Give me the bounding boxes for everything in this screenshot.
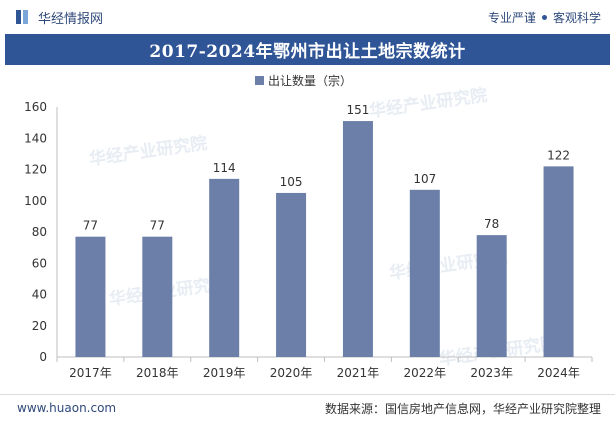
x-tick-label: 2021年 xyxy=(337,366,380,380)
data-label: 114 xyxy=(213,161,236,175)
data-label: 77 xyxy=(150,219,165,233)
bar-chart: 华经产业研究院华经产业研究院华经产业研究院华经产业研究院华经产业研究院出让数量（… xyxy=(24,73,593,380)
y-tick-label: 120 xyxy=(24,163,47,177)
tagline: 专业严谨 客观科学 xyxy=(488,9,601,26)
bar xyxy=(276,192,307,357)
y-tick-label: 100 xyxy=(24,194,47,208)
bullet-dot-icon xyxy=(541,14,547,20)
title-bar: 2017-2024年鄂州市出让土地宗数统计 xyxy=(5,34,610,65)
chart-title: 2017-2024年鄂州市出让土地宗数统计 xyxy=(149,42,466,62)
y-tick-label: 80 xyxy=(32,225,47,239)
brand-logo-icon xyxy=(16,10,30,24)
bar xyxy=(75,236,106,357)
bar xyxy=(209,178,240,357)
data-label: 122 xyxy=(547,148,570,162)
y-tick-label: 0 xyxy=(39,350,47,364)
x-tick-label: 2018年 xyxy=(136,366,179,380)
x-tick-label: 2017年 xyxy=(69,366,112,380)
brand: 华经情报网 xyxy=(16,8,103,27)
data-label: 107 xyxy=(413,172,436,186)
y-tick-label: 20 xyxy=(32,319,47,333)
data-label: 105 xyxy=(280,175,303,189)
y-tick-label: 160 xyxy=(24,100,47,114)
y-tick-label: 140 xyxy=(24,131,47,145)
data-label: 151 xyxy=(346,103,369,117)
bar xyxy=(543,166,574,357)
watermark-text: 华经产业研究院 xyxy=(88,133,209,170)
x-tick-label: 2022年 xyxy=(404,366,447,380)
data-label: 77 xyxy=(83,219,98,233)
x-tick-label: 2019年 xyxy=(203,366,246,380)
tagline-right: 客观科学 xyxy=(552,10,601,25)
x-tick-label: 2020年 xyxy=(270,366,313,380)
bar xyxy=(476,235,507,357)
chart-area: 华经产业研究院华经产业研究院华经产业研究院华经产业研究院华经产业研究院出让数量（… xyxy=(0,65,615,395)
x-tick-label: 2023年 xyxy=(470,366,513,380)
x-tick-label: 2024年 xyxy=(537,366,580,380)
bar xyxy=(342,121,373,357)
bar xyxy=(409,189,440,357)
top-bar: 华经情报网 专业严谨 客观科学 xyxy=(0,0,615,34)
y-tick-label: 60 xyxy=(32,256,47,270)
bar xyxy=(142,236,173,357)
brand-name: 华经情报网 xyxy=(38,11,104,27)
footer-source: 数据来源：国信房地产信息网，华经产业研究院整理 xyxy=(324,402,601,416)
footer-divider xyxy=(0,394,615,395)
watermark-text: 华经产业研究院 xyxy=(368,85,489,122)
y-tick-label: 40 xyxy=(32,288,47,302)
tagline-left: 专业严谨 xyxy=(487,10,536,25)
data-label: 78 xyxy=(484,217,499,231)
footer-website: www.huaon.com xyxy=(17,401,117,415)
legend-label: 出让数量（宗） xyxy=(268,73,352,88)
legend-swatch xyxy=(255,76,264,85)
